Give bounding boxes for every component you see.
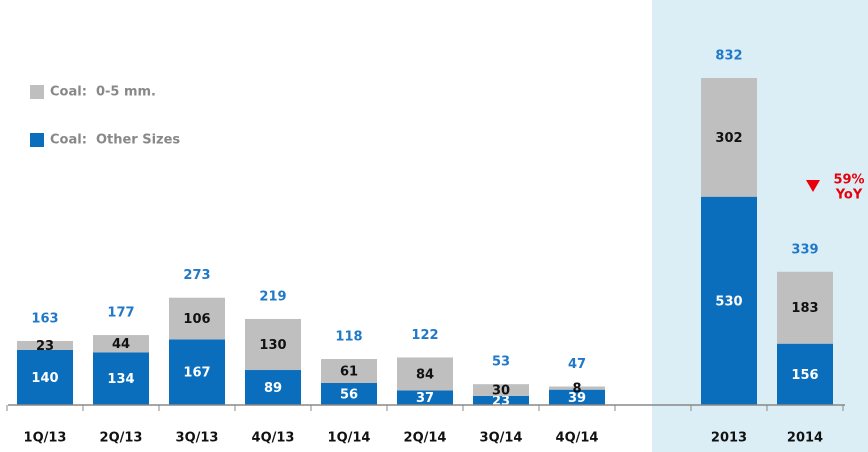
- x-tick-label: 1Q/13: [24, 431, 67, 446]
- legend-label: Coal: 0-5 mm.: [50, 85, 156, 100]
- data-label: 84: [416, 367, 434, 382]
- bar-segment: [777, 271, 833, 344]
- bar-segment: [473, 395, 529, 405]
- bar-segment: [169, 339, 225, 405]
- bar-segment: [17, 340, 73, 350]
- bar-segment: [321, 359, 377, 383]
- bar-segment: [93, 335, 149, 353]
- data-label: 130: [259, 338, 286, 353]
- data-label: 167: [183, 366, 210, 381]
- x-tick-label: 4Q/14: [556, 431, 599, 446]
- bar-segment: [17, 349, 73, 405]
- legend-swatch: [30, 85, 44, 99]
- data-label: 37: [416, 391, 434, 406]
- bar-segment: [397, 357, 453, 391]
- total-label: 53: [492, 355, 510, 370]
- data-label: 8: [572, 382, 581, 397]
- bar-segment: [473, 384, 529, 396]
- total-label: 273: [183, 268, 210, 283]
- data-label: 530: [715, 294, 742, 309]
- total-label: 122: [411, 328, 438, 343]
- bar-segment: [93, 352, 149, 405]
- bar-segment: [549, 389, 605, 405]
- data-label: 183: [791, 301, 818, 316]
- data-label: 140: [31, 371, 58, 386]
- data-label: 134: [107, 372, 134, 387]
- data-label: 156: [791, 368, 818, 383]
- bar-segment: [169, 297, 225, 340]
- annotation: YoY: [835, 188, 863, 203]
- x-tick-label: 1Q/14: [328, 431, 371, 446]
- legend-swatch: [30, 133, 44, 147]
- bar-segment: [245, 318, 301, 371]
- total-label: 163: [31, 311, 58, 326]
- total-label: 219: [259, 289, 286, 304]
- bar-segment: [245, 370, 301, 405]
- bar-segment: [397, 390, 453, 405]
- data-label: 39: [568, 391, 586, 406]
- data-label: 30: [492, 384, 510, 399]
- annotation: 59%: [833, 173, 864, 188]
- bar-segment: [701, 196, 757, 405]
- total-label: 177: [107, 306, 134, 321]
- bar-segment: [777, 343, 833, 405]
- x-tick-label: 4Q/13: [252, 431, 295, 446]
- legend-label: Coal: Other Sizes: [50, 133, 180, 148]
- total-label: 339: [791, 242, 818, 257]
- x-tick-label: 2Q/14: [404, 431, 447, 446]
- data-label: 89: [264, 381, 282, 396]
- highlight-region: [652, 0, 868, 452]
- bar-segment: [549, 386, 605, 390]
- x-tick-label: 2Q/13: [100, 431, 143, 446]
- x-tick-label: 2014: [787, 431, 823, 446]
- x-tick-label: 3Q/13: [176, 431, 219, 446]
- down-arrow: [806, 180, 820, 192]
- data-label: 61: [340, 365, 358, 380]
- data-label: 44: [112, 337, 130, 352]
- bar-segment: [701, 78, 757, 197]
- x-tick-label: 3Q/14: [480, 431, 523, 446]
- total-label: 47: [568, 357, 586, 372]
- data-label: 23: [36, 339, 54, 354]
- total-label: 118: [335, 330, 362, 345]
- data-label: 302: [715, 131, 742, 146]
- total-label: 832: [715, 49, 742, 64]
- data-label: 56: [340, 387, 358, 402]
- data-label: 106: [183, 312, 210, 327]
- x-tick-label: 2013: [711, 431, 747, 446]
- bar-segment: [321, 382, 377, 405]
